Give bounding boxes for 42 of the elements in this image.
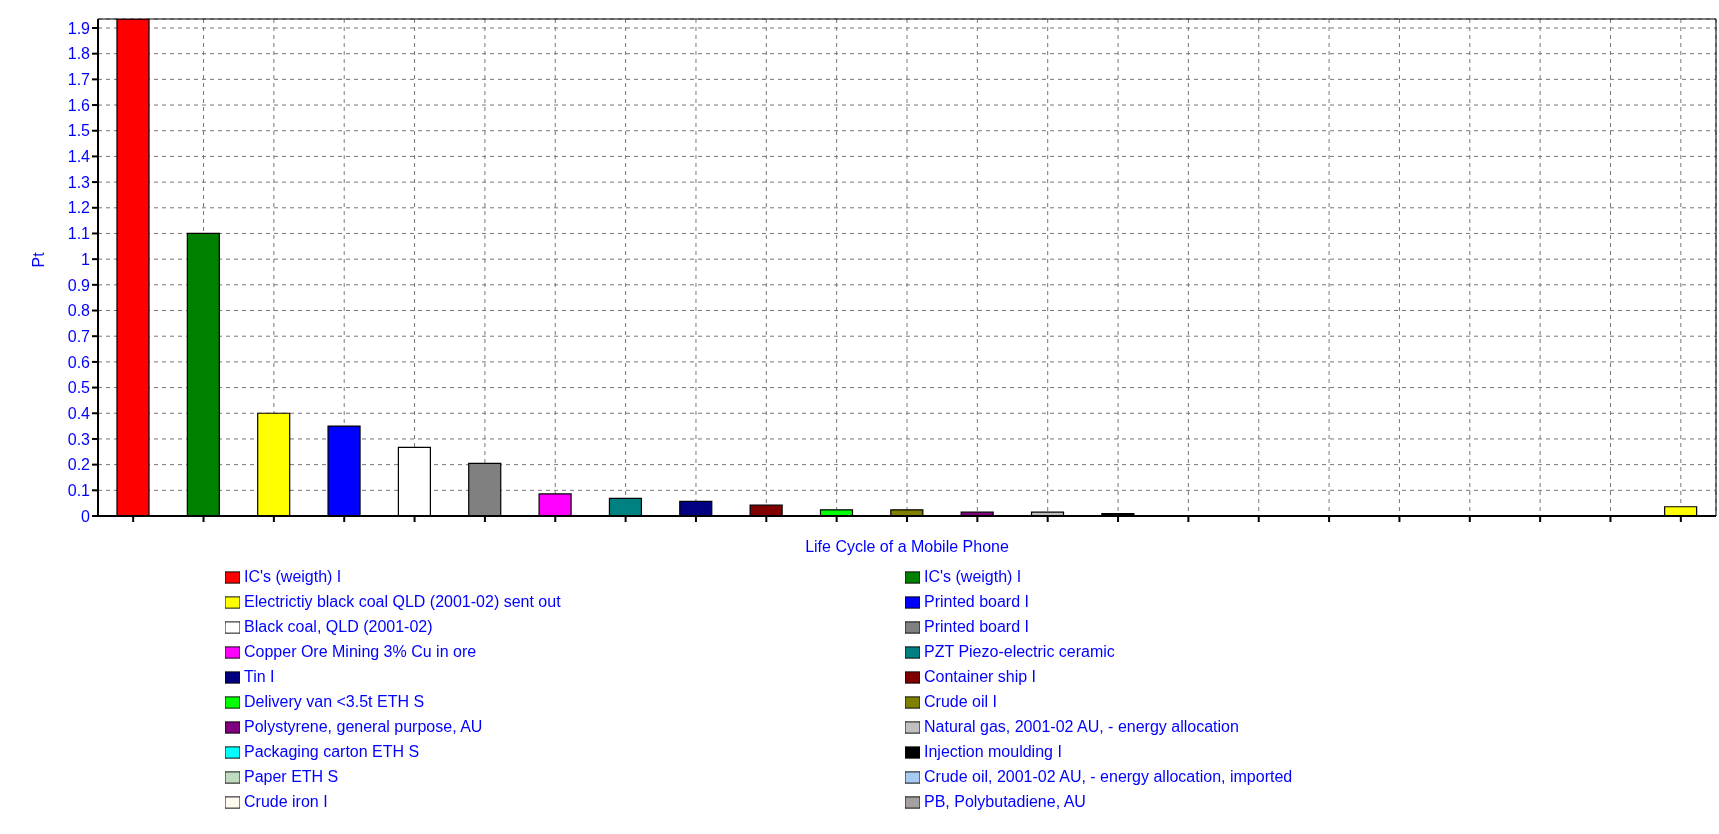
legend-label: Printed board I (924, 593, 1029, 610)
legend-label: Tin I (244, 668, 275, 685)
y-tick-label: 1.6 (67, 96, 91, 114)
legend-label: PB, Polybutadiene, AU (924, 793, 1086, 810)
legend-label: Polystyrene, general purpose, AU (244, 718, 483, 735)
legend-label: Paper ETH S (244, 768, 339, 785)
y-tick-label: 0.5 (67, 379, 91, 397)
y-tick-label: 0.9 (67, 276, 91, 294)
y-tick-label: 0.4 (67, 404, 91, 422)
y-tick-label: 1.3 (67, 173, 91, 191)
legend-label: PZT Piezo-electric ceramic (924, 643, 1115, 660)
legend-label: Crude iron I (244, 793, 328, 810)
y-tick-label: 0.1 (67, 482, 91, 499)
legend-label: IC's (weigth) I (244, 568, 342, 585)
y-tick-label: 1.4 (67, 148, 91, 166)
legend-label: Natural gas, 2001-02 AU, - energy allocation (924, 718, 1239, 735)
y-tick-label: 0.3 (67, 430, 91, 448)
y-tick-label: 0 (81, 507, 91, 525)
y-tick-label: 1.5 (67, 122, 91, 140)
y-tick-label: 0.8 (67, 302, 91, 320)
y-tick-label: 1.9 (67, 19, 91, 37)
legend-label: Injection moulding I (924, 743, 1062, 760)
y-tick-label: 0.7 (67, 327, 91, 345)
legend-label: Copper Ore Mining 3% Cu in ore (244, 643, 477, 660)
y-tick-label: 1.1 (67, 225, 91, 243)
legend-label: Crude oil, 2001-02 AU, - energy allocation, imported (924, 768, 1293, 785)
y-axis-title: Pt (29, 251, 47, 268)
y-tick-label: 0.6 (67, 353, 91, 371)
legend-label: Container ship I (924, 668, 1037, 685)
y-tick-label: 1.2 (67, 199, 91, 217)
legend-label: Black coal, QLD (2001-02) (244, 618, 433, 635)
y-tick-label: 1.7 (67, 71, 91, 89)
y-tick-label: 1.8 (67, 45, 91, 63)
legend-label: Crude oil I (924, 693, 997, 710)
x-axis-title: Life Cycle of a Mobile Phone (805, 538, 1009, 555)
legend-label: Delivery van <3.5t ETH S (244, 693, 425, 710)
legend-label: Electrictiy black coal QLD (2001-02) sent out (244, 593, 561, 610)
legend-label: IC's (weigth) I (924, 568, 1022, 585)
y-tick-label: 0.2 (67, 456, 91, 474)
legend-label: Printed board I (924, 618, 1029, 635)
legend-label: Packaging carton ETH S (244, 743, 420, 760)
y-tick-label: 1 (81, 250, 91, 268)
